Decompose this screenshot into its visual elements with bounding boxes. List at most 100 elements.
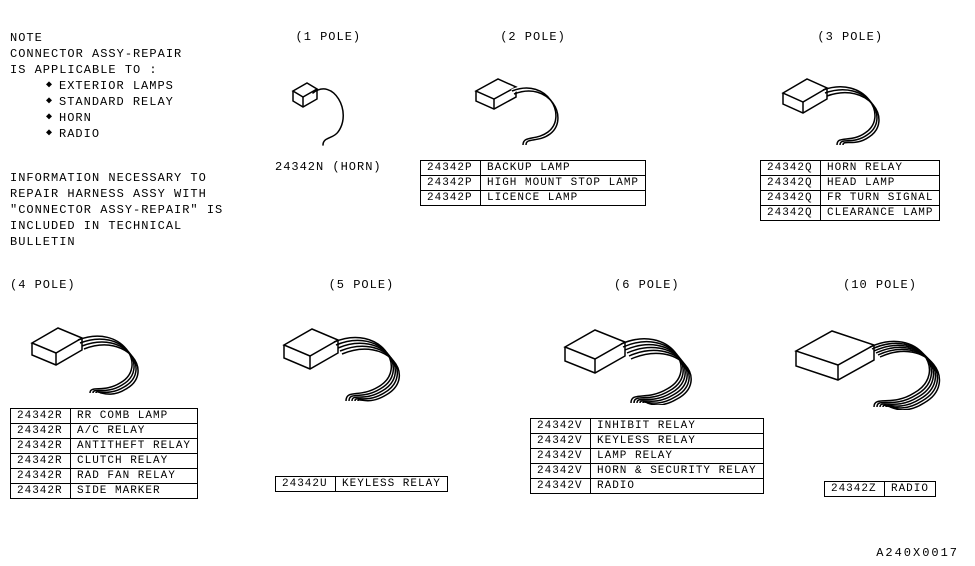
connector-2pole-icon: [468, 67, 598, 147]
table-row: 24342RANTITHEFT RELAY: [11, 439, 198, 454]
part-code: 24342V: [531, 419, 591, 434]
part-label: A/C RELAY: [71, 424, 198, 439]
pole-10-column: (10 POLE) 24342ZRADIO: [790, 278, 970, 497]
pole-title: (5 POLE): [329, 278, 395, 292]
pole-5-column: (5 POLE) 24342UKEYLESS RELAY: [275, 278, 448, 492]
part-code: 24342R: [11, 424, 71, 439]
pole-title: (2 POLE): [500, 30, 566, 44]
note-block: NOTE CONNECTOR ASSY-REPAIR IS APPLICABLE…: [10, 30, 182, 142]
part-code: 24342U: [276, 477, 336, 492]
part-code: 24342R: [11, 409, 71, 424]
part-label: HORN RELAY: [821, 161, 940, 176]
table-row: 24342VKEYLESS RELAY: [531, 434, 764, 449]
part-code: 24342R: [11, 469, 71, 484]
info-block: INFORMATION NECESSARY TO REPAIR HARNESS …: [10, 170, 223, 250]
part-label: HORN & SECURITY RELAY: [591, 464, 764, 479]
part-code: 24342V: [531, 464, 591, 479]
part-label: CLEARANCE LAMP: [821, 206, 940, 221]
part-label: LICENCE LAMP: [481, 191, 646, 206]
table-row: 24342UKEYLESS RELAY: [276, 477, 448, 492]
table-row: 24342VINHIBIT RELAY: [531, 419, 764, 434]
pole-4-column: (4 POLE) 24342RRR COMB LAMP 24342RA/C RE…: [10, 278, 198, 499]
part-code: 24342Z: [824, 482, 884, 497]
connector-4pole-icon: [24, 315, 184, 395]
bullet-icon: ◆: [46, 126, 53, 142]
part-label: KEYLESS RELAY: [591, 434, 764, 449]
part-label: KEYLESS RELAY: [336, 477, 448, 492]
pole-2-column: (2 POLE) 24342PBACKUP LAMP 24342PHIGH MO…: [420, 30, 646, 206]
pole-title: (4 POLE): [10, 278, 76, 292]
table-row: 24342PHIGH MOUNT STOP LAMP: [421, 176, 646, 191]
note-line1: CONNECTOR ASSY-REPAIR: [10, 46, 182, 62]
note-bullets: ◆ EXTERIOR LAMPS ◆ STANDARD RELAY ◆ HORN ◆ R…: [46, 78, 182, 142]
part-code: 24342V: [531, 449, 591, 464]
info-line: INCLUDED IN TECHNICAL: [10, 218, 223, 234]
pole-1-caption: 24342N (HORN): [275, 160, 382, 174]
table-row: 24342RRAD FAN RELAY: [11, 469, 198, 484]
part-label: INHIBIT RELAY: [591, 419, 764, 434]
info-line: REPAIR HARNESS ASSY WITH: [10, 186, 223, 202]
part-code: 24342R: [11, 484, 71, 499]
table-row: 24342VHORN & SECURITY RELAY: [531, 464, 764, 479]
pole-5-table: 24342UKEYLESS RELAY: [275, 476, 448, 492]
bullet-icon: ◆: [46, 78, 53, 94]
part-label: RR COMB LAMP: [71, 409, 198, 424]
part-code: 24342V: [531, 479, 591, 494]
part-code: 24342P: [421, 191, 481, 206]
bullet-icon: ◆: [46, 110, 53, 126]
bullet-icon: ◆: [46, 94, 53, 110]
pole-6-column: (6 POLE) 24342VINHIBIT RELAY 24342VKEYLE…: [530, 278, 764, 494]
table-row: 24342VRADIO: [531, 479, 764, 494]
note-line2: IS APPLICABLE TO :: [10, 62, 182, 78]
part-label: RADIO: [884, 482, 935, 497]
part-code: 24342R: [11, 439, 71, 454]
table-row: 24342QHEAD LAMP: [761, 176, 940, 191]
pole-4-table: 24342RRR COMB LAMP 24342RA/C RELAY 24342…: [10, 408, 198, 499]
part-label: HIGH MOUNT STOP LAMP: [481, 176, 646, 191]
pole-title: (10 POLE): [843, 278, 917, 292]
part-code: 24342R: [11, 454, 71, 469]
part-label: SIDE MARKER: [71, 484, 198, 499]
table-row: 24342RSIDE MARKER: [11, 484, 198, 499]
part-label: LAMP RELAY: [591, 449, 764, 464]
part-label: CLUTCH RELAY: [71, 454, 198, 469]
part-label: ANTITHEFT RELAY: [71, 439, 198, 454]
pole-3-table: 24342QHORN RELAY 24342QHEAD LAMP 24342QF…: [760, 160, 940, 221]
part-label: FR TURN SIGNAL: [821, 191, 940, 206]
part-label: HEAD LAMP: [821, 176, 940, 191]
part-code: 24342P: [421, 161, 481, 176]
info-line: "CONNECTOR ASSY-REPAIR" IS: [10, 202, 223, 218]
table-row: 24342PLICENCE LAMP: [421, 191, 646, 206]
pole-title: (1 POLE): [296, 30, 362, 44]
pole-title: (3 POLE): [817, 30, 883, 44]
pole-3-column: (3 POLE) 24342QHORN RELAY 24342QHEAD LAM…: [760, 30, 940, 221]
connector-6pole-icon: [557, 315, 737, 405]
pole-6-table: 24342VINHIBIT RELAY 24342VKEYLESS RELAY …: [530, 418, 764, 494]
connector-1pole-icon: [283, 67, 373, 147]
note-title: NOTE: [10, 30, 182, 46]
table-row: 24342QHORN RELAY: [761, 161, 940, 176]
table-row: 24342RCLUTCH RELAY: [11, 454, 198, 469]
bullet-text: STANDARD RELAY: [59, 94, 174, 110]
table-row: 24342VLAMP RELAY: [531, 449, 764, 464]
part-label: BACKUP LAMP: [481, 161, 646, 176]
pole-1-column: (1 POLE) 24342N (HORN): [275, 30, 382, 180]
part-code: 24342Q: [761, 176, 821, 191]
part-label: RAD FAN RELAY: [71, 469, 198, 484]
table-row: 24342RA/C RELAY: [11, 424, 198, 439]
table-row: 24342ZRADIO: [824, 482, 935, 497]
bullet-text: RADIO: [59, 126, 100, 142]
bullet-text: EXTERIOR LAMPS: [59, 78, 174, 94]
table-row: 24342RRR COMB LAMP: [11, 409, 198, 424]
table-row: 24342QFR TURN SIGNAL: [761, 191, 940, 206]
connector-10pole-icon: [790, 315, 970, 410]
table-row: 24342QCLEARANCE LAMP: [761, 206, 940, 221]
bullet-text: HORN: [59, 110, 92, 126]
part-code: 24342Q: [761, 191, 821, 206]
part-code: 24342P: [421, 176, 481, 191]
pole-title: (6 POLE): [614, 278, 680, 292]
info-line: BULLETIN: [10, 234, 223, 250]
pole-2-table: 24342PBACKUP LAMP 24342PHIGH MOUNT STOP …: [420, 160, 646, 206]
table-row: 24342PBACKUP LAMP: [421, 161, 646, 176]
part-code: 24342Q: [761, 161, 821, 176]
